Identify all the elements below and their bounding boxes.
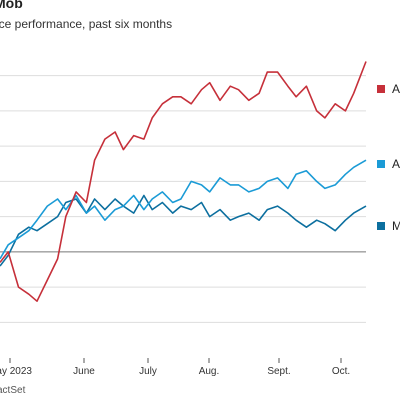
- series-line-1: [0, 159, 367, 260]
- series-line-2: [0, 194, 367, 267]
- gridlines: [0, 75, 366, 323]
- x-tick-label: Sept.: [267, 366, 290, 377]
- legend-label: M: [392, 219, 400, 233]
- x-tick-label: Oct.: [332, 366, 350, 377]
- chart-subtitle: ice performance, past six months: [0, 17, 173, 31]
- x-tick-label: June: [73, 366, 95, 377]
- chart-source: actSet: [0, 385, 26, 396]
- chart-title: Mob: [0, 0, 23, 11]
- legend-swatch: [377, 85, 385, 93]
- series-line-0: [0, 61, 367, 303]
- x-tick-label: Aug.: [199, 366, 220, 377]
- legend-swatch: [377, 160, 385, 168]
- legend-label: A: [392, 82, 400, 96]
- legend-label: A: [392, 157, 400, 171]
- legend: A A M: [377, 82, 400, 233]
- x-tick-label: July: [139, 366, 157, 377]
- series-lines: [0, 61, 367, 303]
- legend-swatch: [377, 222, 385, 230]
- x-tick-label: May 2023: [0, 366, 32, 377]
- x-axis-ticks: May 2023 June July Aug. Sept. Oct.: [0, 358, 350, 377]
